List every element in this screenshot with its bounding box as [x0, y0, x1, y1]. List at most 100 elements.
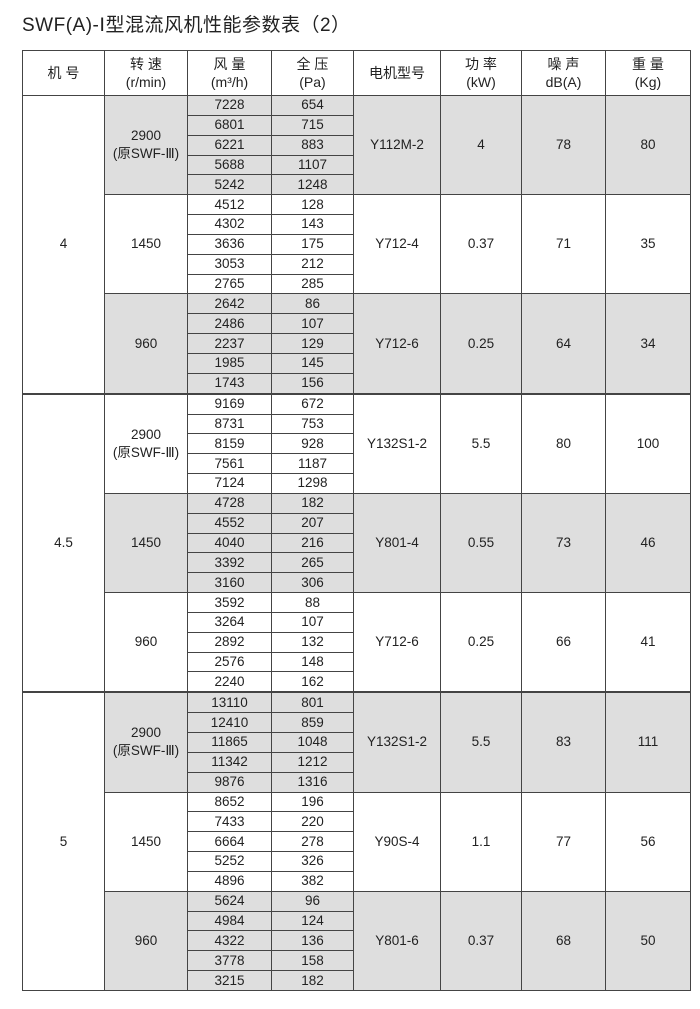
speed-cell: 960: [104, 592, 188, 693]
table-row: 6801 715: [23, 114, 691, 136]
header-unit: (Pa): [299, 74, 326, 90]
flow-cell: 2576: [187, 651, 272, 673]
weight-cell: 41: [605, 592, 691, 693]
pressure-cell: 928: [271, 433, 354, 455]
table-row: 4 2900 (原SWF-Ⅲ) 7228 654 Y112M-2 4 78 80: [22, 94, 691, 395]
header-label: 电机型号: [369, 65, 425, 81]
flow-cell: 9876: [187, 771, 272, 793]
flow-cell: 4302: [187, 214, 272, 235]
flow-cell: 12410: [187, 712, 272, 733]
weight-cell: 80: [605, 94, 691, 196]
flow-cell: 2765: [187, 273, 272, 295]
motor-cell: Y801-4: [353, 492, 441, 594]
power-cell: 4: [440, 94, 522, 196]
flow-cell: 4040: [187, 532, 272, 554]
noise-cell: 78: [521, 94, 606, 196]
header-label: 功 率: [465, 56, 497, 72]
table-row: 5 2900 (原SWF-Ⅲ) 13110 801 Y132S1-2 5.5 83 111: [22, 691, 691, 991]
table-row: 1450 4512 128 Y712-4 0.37 71 35: [23, 194, 691, 295]
column-header: 风 量 (m³/h): [187, 50, 272, 96]
fan-performance-table: 机 号 转 速 (r/min) 风 量 (m³/h) 全 压 (Pa) 电机型号 功 率 (kW)…: [22, 50, 691, 991]
header-label: 噪 声: [547, 56, 580, 72]
flow-cell: 6221: [187, 134, 272, 156]
pressure-cell: 1316: [271, 771, 354, 793]
speed-cell: 1450: [104, 492, 188, 594]
pressure-cell: 1107: [271, 154, 354, 176]
flow-cell: 5242: [187, 174, 272, 196]
table-row: 11342 1212: [23, 751, 691, 773]
noise-cell: 77: [521, 791, 606, 892]
flow-cell: 5688: [187, 154, 272, 176]
motor-cell: Y712-6: [353, 293, 441, 395]
table-row: 1985 145: [23, 352, 691, 374]
table-row: 7561 1187: [23, 453, 691, 475]
speed: 2900: [130, 128, 162, 144]
pressure-cell: 285: [271, 273, 354, 295]
pressure-cell: 1187: [271, 453, 354, 475]
speed: 2900: [130, 426, 162, 442]
weight-cell: 35: [605, 194, 691, 295]
power-cell: 5.5: [440, 392, 522, 494]
table-row: 1743 156: [23, 372, 691, 395]
table-row: 2240 162: [23, 671, 691, 693]
flow-cell: 4322: [187, 930, 272, 952]
table-row: 1450 8652 196 Y90S-4 1.1 77 56: [23, 791, 691, 892]
pressure-cell: 175: [271, 233, 354, 255]
power-cell: 1.1: [440, 791, 522, 892]
pressure-cell: 145: [271, 352, 354, 374]
flow-cell: 4512: [187, 194, 272, 216]
pressure-cell: 859: [271, 712, 354, 733]
table-row: 8731 753: [23, 413, 691, 435]
table-row: 3392 265: [23, 552, 691, 574]
header-label: 风 量: [213, 56, 246, 72]
machine-number: 4: [22, 94, 105, 395]
flow-cell: 3592: [187, 592, 272, 613]
flow-cell: 4984: [187, 910, 272, 932]
pressure-cell: 128: [271, 194, 354, 216]
noise-cell: 64: [521, 293, 606, 395]
pressure-cell: 1248: [271, 174, 354, 196]
flow-cell: 3392: [187, 552, 272, 574]
flow-cell: 8159: [187, 433, 272, 455]
weight-cell: 46: [605, 492, 691, 594]
header-label: 转 速: [130, 56, 162, 72]
speed-cell: 1450: [104, 791, 188, 892]
flow-cell: 3215: [187, 970, 272, 991]
table-row: 1450 4728 182 Y801-4 0.55 73 46: [23, 492, 691, 594]
flow-cell: 8731: [187, 413, 272, 435]
pressure-cell: 124: [271, 910, 354, 932]
header-label: 重 量: [632, 56, 664, 72]
table-row: 8159 928: [23, 433, 691, 455]
header-unit: (kW): [466, 74, 496, 90]
flow-cell: 2642: [187, 293, 272, 315]
speed-note: (原SWF-Ⅲ): [112, 146, 180, 162]
table-row: 4552 207: [23, 512, 691, 534]
speed-cell: 1450: [104, 194, 188, 295]
pressure-cell: 162: [271, 671, 354, 693]
table-row: 4984 124: [23, 910, 691, 932]
speed-cell: 960: [104, 293, 188, 395]
table-row: 5688 1107: [23, 154, 691, 176]
flow-cell: 7124: [187, 473, 272, 494]
power-cell: 0.25: [440, 592, 522, 693]
table-row: 2486 107: [23, 313, 691, 335]
flow-cell: 3636: [187, 233, 272, 255]
flow-cell: 7561: [187, 453, 272, 475]
pressure-cell: 107: [271, 611, 354, 633]
table-row: 7124 1298: [23, 473, 691, 494]
table-row: 3778 158: [23, 950, 691, 972]
flow-cell: 4552: [187, 512, 272, 534]
pressure-cell: 672: [271, 392, 354, 415]
column-header: 机 号: [22, 50, 105, 96]
speed: 960: [134, 932, 158, 948]
speed: 2900: [130, 725, 162, 741]
power-cell: 0.55: [440, 492, 522, 594]
flow-cell: 2486: [187, 313, 272, 335]
table-row: 7433 220: [23, 811, 691, 833]
column-header: 全 压 (Pa): [271, 50, 354, 96]
table-row: 3264 107: [23, 611, 691, 633]
flow-cell: 2892: [187, 631, 272, 653]
motor-cell: Y132S1-2: [353, 691, 441, 793]
page-title: SWF(A)-Ⅰ型混流风机性能参数表（2）: [22, 15, 351, 36]
pressure-cell: 207: [271, 512, 354, 534]
